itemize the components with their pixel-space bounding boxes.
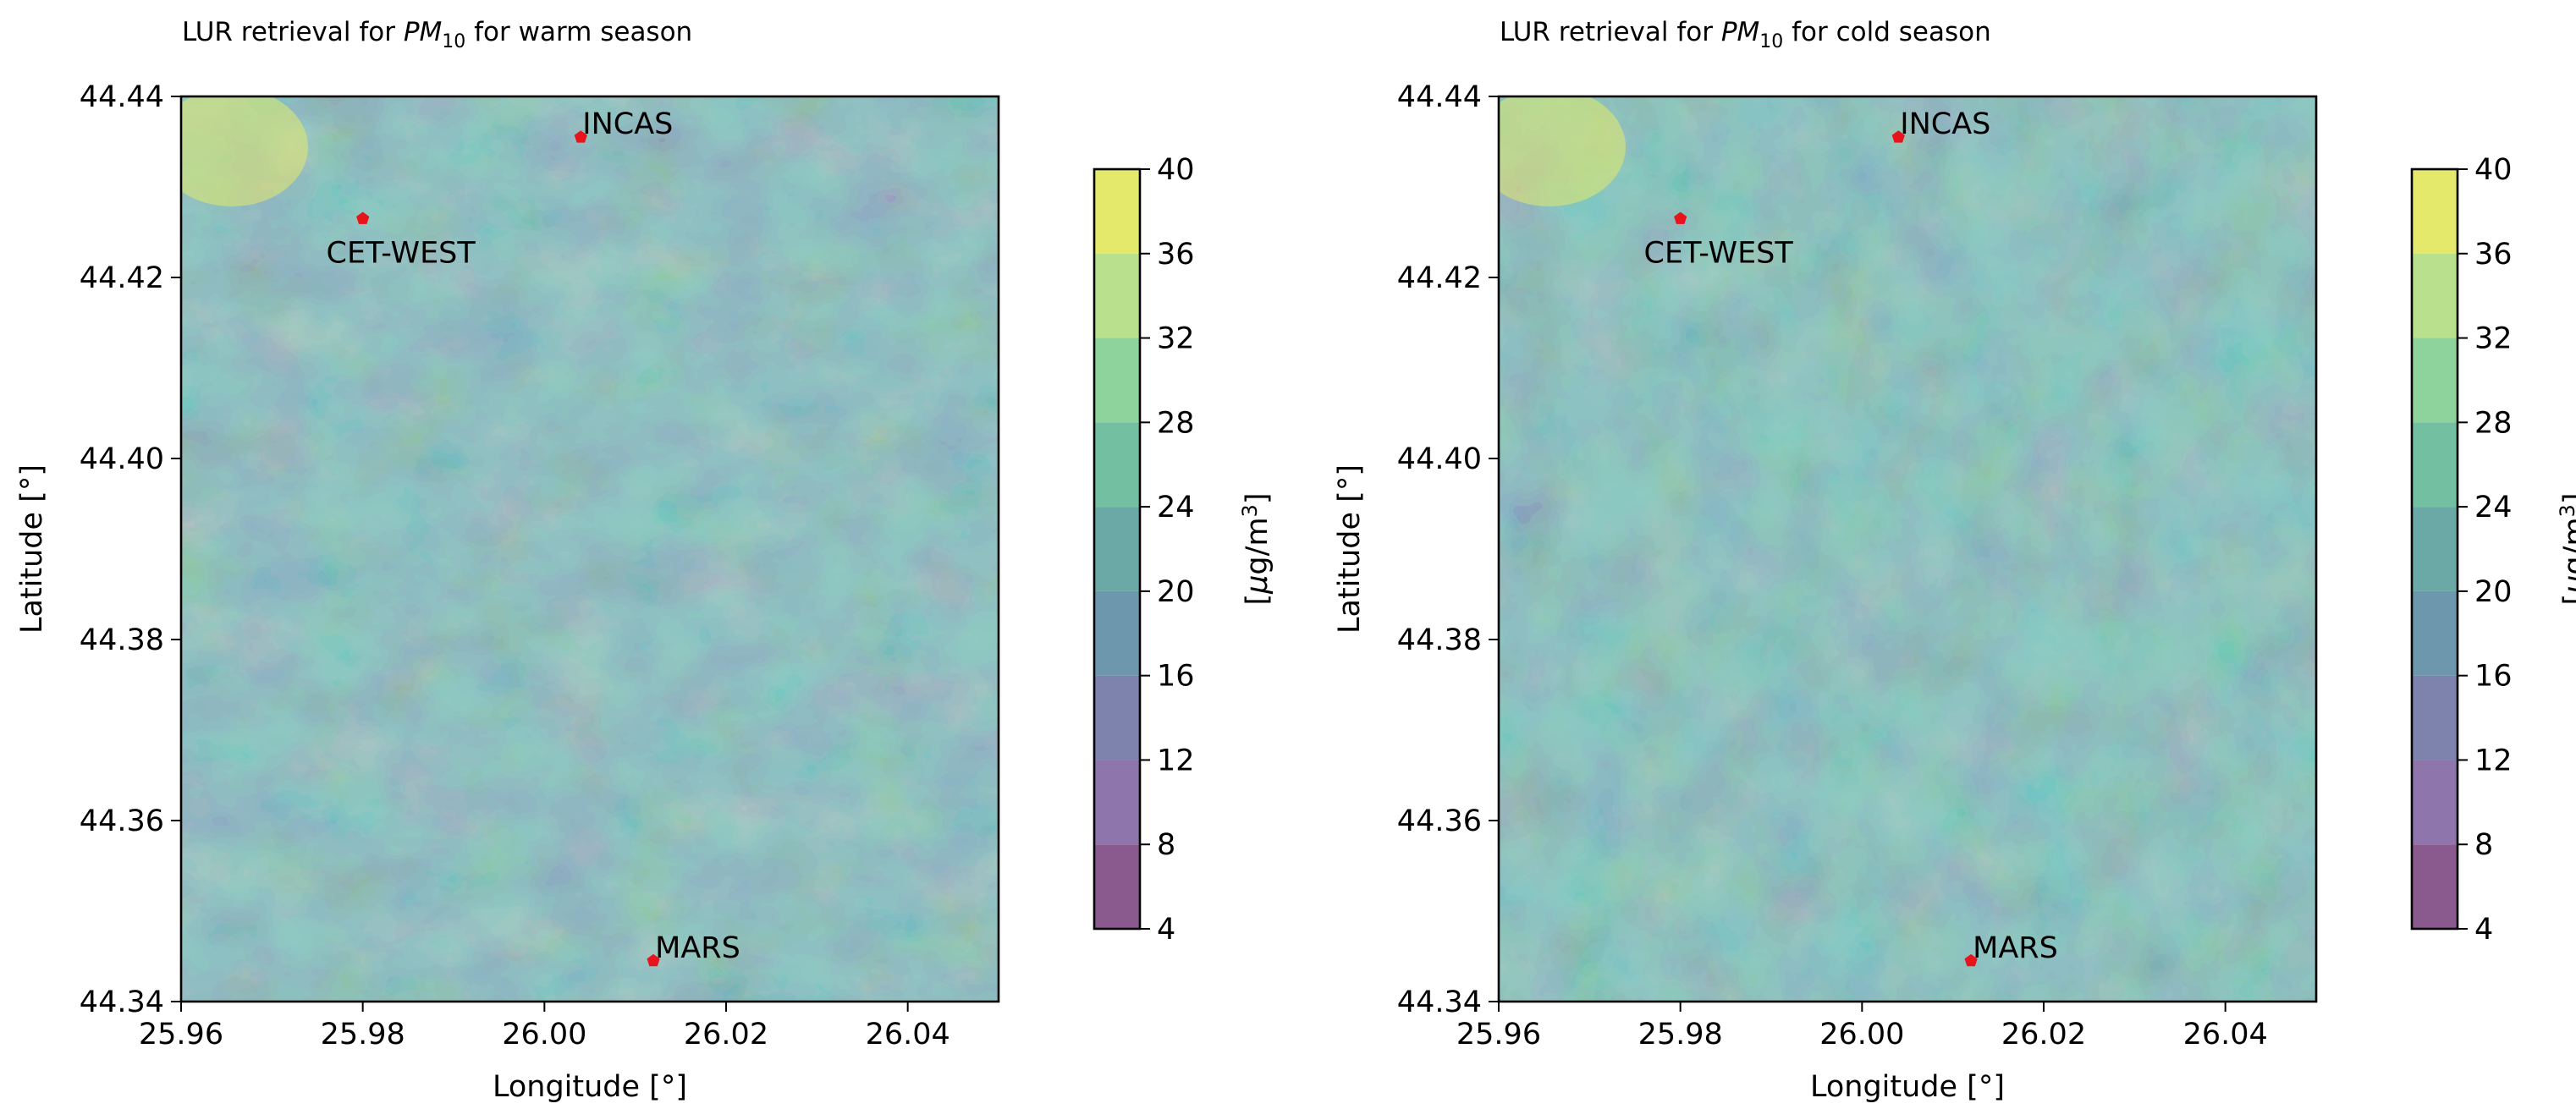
colorbar-tick-label: 28 bbox=[1157, 406, 1195, 440]
colorbar-band bbox=[2412, 422, 2458, 508]
site-label-mars: MARS bbox=[655, 931, 740, 965]
colorbar-tick-label: 40 bbox=[2474, 153, 2513, 187]
colorbar-band bbox=[1094, 590, 1140, 676]
x-tick-label: 26.04 bbox=[866, 1018, 950, 1051]
colorbar-band bbox=[2412, 169, 2458, 254]
y-tick-label: 44.38 bbox=[80, 623, 164, 657]
x-tick-label: 26.00 bbox=[502, 1018, 586, 1051]
colorbar-label: [μg/m3] bbox=[1238, 493, 1274, 606]
panels: LUR retrieval for PM10 for warm season 25… bbox=[15, 17, 2576, 1104]
y-tick-label: 44.42 bbox=[80, 261, 164, 295]
y-tick-label: 44.34 bbox=[80, 985, 164, 1019]
site-label-mars: MARS bbox=[1973, 931, 2058, 965]
site-label-incas: INCAS bbox=[1900, 107, 1990, 141]
y-tick-label: 44.44 bbox=[1397, 80, 1482, 114]
x-axis-label: Longitude [°] bbox=[1810, 1070, 2005, 1104]
colorbar-band bbox=[2412, 760, 2458, 845]
field-texture bbox=[181, 96, 999, 1002]
colorbar-tick-label: 24 bbox=[1157, 491, 1195, 524]
contour-field bbox=[181, 96, 999, 1002]
site-label-cet-west: CET-WEST bbox=[1644, 236, 1794, 270]
colorbar-tick-label: 12 bbox=[2474, 744, 2513, 777]
colorbar-band bbox=[1094, 169, 1140, 254]
chart-title: LUR retrieval for PM10 for cold season bbox=[1500, 17, 1991, 52]
x-tick-label: 25.96 bbox=[1456, 1018, 1541, 1051]
colorbar-band bbox=[2412, 675, 2458, 760]
hotspot-area bbox=[1499, 96, 1626, 206]
y-axis-label: Latitude [°] bbox=[1333, 464, 1367, 634]
contour-field bbox=[1499, 96, 2316, 1002]
y-tick-label: 44.40 bbox=[80, 442, 164, 476]
colorbar-tick-label: 32 bbox=[1157, 322, 1195, 356]
colorbar-tick-label: 36 bbox=[2474, 238, 2513, 272]
colorbar-tick-label: 8 bbox=[2474, 828, 2493, 862]
panel-warm-season: LUR retrieval for PM10 for warm season 25… bbox=[15, 17, 1274, 1104]
axes-frame bbox=[1497, 95, 2318, 1003]
colorbar: 4 8 12 16 20 24 28 32 36 40 [μg/m3] bbox=[1093, 153, 1274, 947]
y-axis-label: Latitude [°] bbox=[15, 464, 49, 634]
colorbar-tick-label: 16 bbox=[1157, 660, 1195, 694]
colorbar-band bbox=[2412, 338, 2458, 423]
site-marker-mars bbox=[1964, 953, 1978, 967]
hotspot-area bbox=[181, 96, 308, 206]
y-tick-label: 44.42 bbox=[1397, 261, 1482, 295]
site-label-cet-west: CET-WEST bbox=[327, 236, 476, 270]
site-marker-cet-west bbox=[356, 211, 370, 224]
colorbar-frame bbox=[1093, 167, 1142, 931]
colorbar-band bbox=[1094, 253, 1140, 338]
colorbar: 4 8 12 16 20 24 28 32 36 40 [μg/m3] bbox=[2410, 153, 2576, 947]
colorbar-tick-label: 20 bbox=[1157, 575, 1195, 609]
y-tick-label: 44.36 bbox=[80, 804, 164, 838]
site-marker-incas bbox=[1891, 130, 1905, 143]
x-tick-label: 25.96 bbox=[139, 1018, 223, 1051]
x-tick-label: 26.04 bbox=[2183, 1018, 2268, 1051]
x-tick-label: 26.02 bbox=[684, 1018, 768, 1051]
colorbar-band bbox=[2412, 590, 2458, 676]
colorbar-tick-label: 16 bbox=[2474, 660, 2513, 694]
colorbar-label: [μg/m3] bbox=[2556, 493, 2576, 606]
y-tick-label: 44.40 bbox=[1397, 442, 1482, 476]
colorbar-tick-label: 40 bbox=[1157, 153, 1195, 187]
y-tick-label: 44.44 bbox=[80, 80, 164, 114]
chart-title: LUR retrieval for PM10 for warm season bbox=[182, 17, 692, 52]
colorbar-tick-label: 4 bbox=[1157, 913, 1175, 947]
site-marker-cet-west bbox=[1674, 211, 1687, 224]
colorbar-band bbox=[1094, 338, 1140, 423]
colorbar-frame bbox=[2410, 167, 2459, 931]
y-tick-label: 44.34 bbox=[1397, 985, 1482, 1019]
x-tick-label: 26.02 bbox=[2001, 1018, 2086, 1051]
axes-frame bbox=[179, 95, 1000, 1003]
x-axis-label: Longitude [°] bbox=[493, 1070, 687, 1104]
colorbar-tick-label: 28 bbox=[2474, 406, 2513, 440]
colorbar-band bbox=[1094, 760, 1140, 845]
panel-cold-season: LUR retrieval for PM10 for cold season 25… bbox=[1333, 17, 2576, 1104]
x-tick-label: 25.98 bbox=[321, 1018, 405, 1051]
colorbar-band bbox=[1094, 507, 1140, 591]
site-marker-mars bbox=[647, 953, 660, 967]
colorbar-tick-label: 36 bbox=[1157, 238, 1195, 272]
site-marker-incas bbox=[574, 130, 587, 143]
colorbar-band bbox=[1094, 422, 1140, 508]
site-label-incas: INCAS bbox=[582, 107, 673, 141]
x-tick-label: 26.00 bbox=[1819, 1018, 1904, 1051]
colorbar-band bbox=[2412, 507, 2458, 591]
colorbar-tick-label: 8 bbox=[1157, 828, 1175, 862]
colorbar-tick-label: 24 bbox=[2474, 491, 2513, 524]
colorbar-band bbox=[1094, 844, 1140, 929]
field-texture bbox=[1499, 96, 2316, 1002]
colorbar-band bbox=[2412, 844, 2458, 929]
colorbar-band bbox=[2412, 253, 2458, 338]
y-tick-label: 44.38 bbox=[1397, 623, 1482, 657]
colorbar-tick-label: 32 bbox=[2474, 322, 2513, 356]
y-tick-label: 44.36 bbox=[1397, 804, 1482, 838]
colorbar-tick-label: 4 bbox=[2474, 913, 2493, 947]
x-tick-label: 25.98 bbox=[1638, 1018, 1723, 1051]
colorbar-tick-label: 20 bbox=[2474, 575, 2513, 609]
colorbar-tick-label: 12 bbox=[1157, 744, 1195, 777]
colorbar-band bbox=[1094, 675, 1140, 760]
